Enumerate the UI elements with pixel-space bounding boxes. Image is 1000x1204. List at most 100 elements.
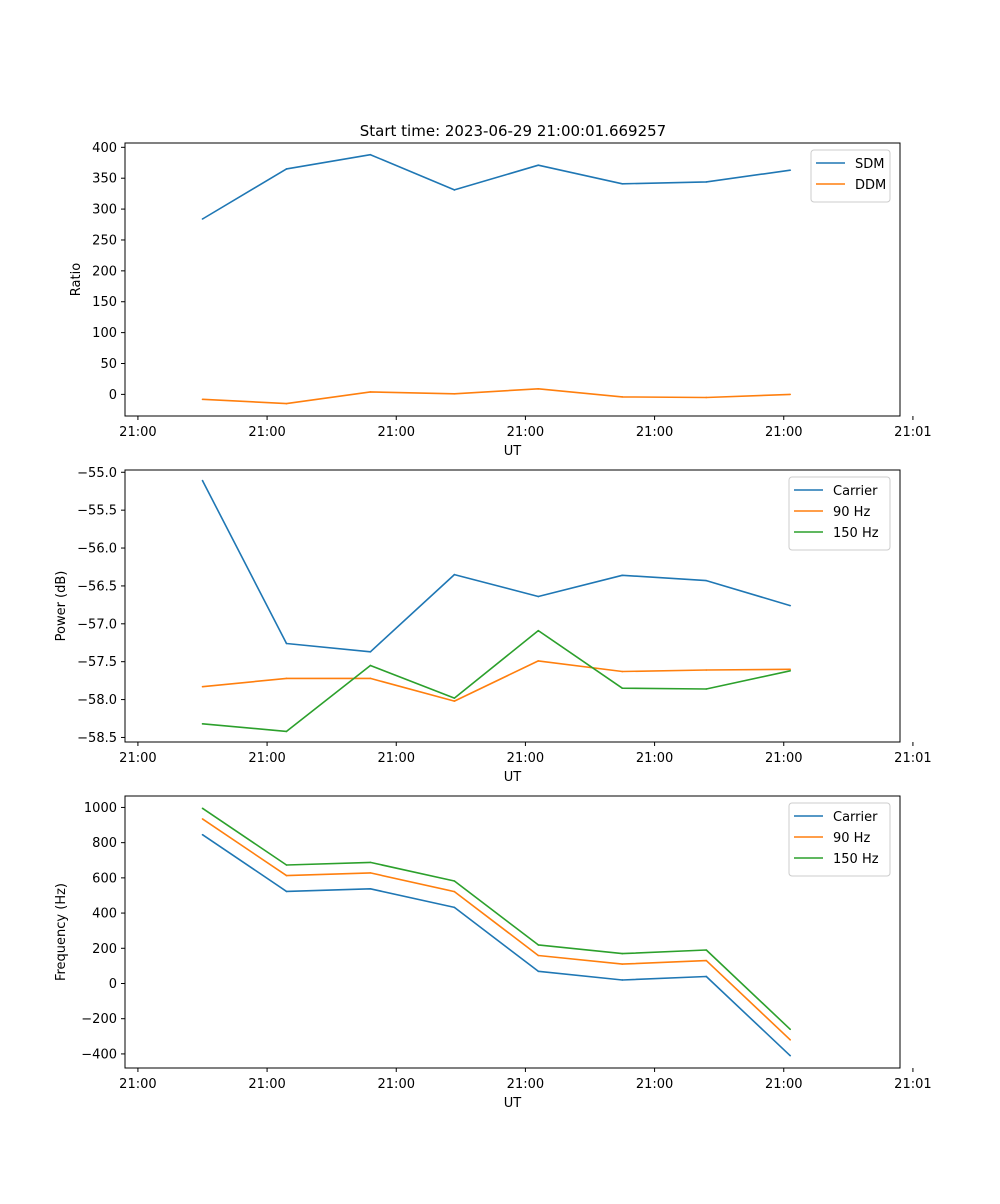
series-line-90-hz [202, 818, 791, 1041]
data-point-150-hz [789, 669, 792, 672]
x-tick-label: 21:01 [894, 425, 931, 440]
axes-frame [124, 142, 901, 417]
legend-label-sdm: SDM [855, 157, 884, 172]
data-point-carrier [621, 979, 624, 981]
figure-title: Start time: 2023-06-29 21:00:01.669257 [360, 122, 666, 140]
y-tick-label: 100 [92, 326, 117, 341]
data-point-90-hz [285, 677, 288, 680]
x-tick-label: 21:00 [248, 425, 285, 440]
panel-1: 21:00 21:00 21:00 21:00 21:00 21:00 21:01 0 50 10… [69, 141, 932, 459]
y-tick-label: 600 [92, 871, 117, 886]
data-point-150-hz [705, 949, 708, 951]
x-tick-label: 21:00 [636, 425, 673, 440]
data-point-90-hz [369, 872, 372, 874]
data-point-90-hz [705, 669, 708, 671]
y-tick-label: −57.0 [77, 617, 117, 632]
x-tick-label: 21:00 [378, 425, 415, 440]
data-point-sdm [621, 182, 624, 185]
legend: Carrier 90 Hz 150 Hz [788, 802, 891, 877]
data-point-150-hz [285, 730, 288, 733]
data-point-150-hz [621, 952, 624, 955]
x-tick-label: 21:00 [765, 1077, 802, 1092]
data-point-150-hz [789, 1028, 792, 1031]
data-point-90-hz [201, 818, 204, 820]
y-tick-label: −400 [81, 1047, 117, 1062]
data-point-ddm [285, 402, 288, 405]
data-point-90-hz [537, 954, 540, 957]
y-tick-label: −57.5 [77, 655, 117, 670]
series-line-sdm [202, 153, 791, 220]
data-point-150-hz [453, 697, 456, 699]
x-tick-label: 21:00 [507, 751, 544, 766]
y-tick-label: 400 [92, 141, 117, 156]
x-tick-label: 21:00 [119, 425, 156, 440]
data-point-carrier [789, 1054, 792, 1057]
data-point-carrier [201, 833, 204, 836]
y-tick-label: 300 [92, 203, 117, 218]
legend-label-ddm: DDM [855, 178, 886, 193]
legend: SDM DDM [810, 149, 891, 203]
y-tick-label: −58.0 [77, 693, 117, 708]
data-point-150-hz [705, 688, 708, 690]
legend: Carrier 90 Hz 150 Hz [788, 476, 891, 551]
series-line-carrier [201, 480, 791, 653]
series-line-carrier [202, 834, 791, 1057]
y-axis-label: Ratio [69, 263, 84, 296]
data-point-90-hz [453, 700, 456, 702]
series-line-90-hz [202, 660, 791, 702]
data-point-carrier [537, 970, 540, 973]
data-point-150-hz [453, 880, 456, 882]
series-line-150-hz [202, 807, 791, 1030]
panel-2: 21:00 21:00 21:00 21:00 21:00 21:00 21:01 −55.0… [54, 466, 932, 785]
series-line-ddm [202, 387, 791, 405]
data-point-carrier [537, 595, 540, 598]
data-point-carrier [369, 887, 372, 890]
data-point-90-hz [537, 660, 540, 662]
x-tick-label: 21:01 [894, 751, 931, 766]
legend-label-150-hz: 150 Hz [833, 852, 879, 867]
data-point-90-hz [201, 685, 204, 688]
data-point-carrier [621, 574, 624, 577]
data-point-carrier [705, 579, 708, 582]
legend-label-carrier: Carrier [833, 484, 878, 499]
x-axis-label: UT [504, 1096, 522, 1111]
panel-3: 21:00 21:00 21:00 21:00 21:00 21:00 21:01 −400 −… [54, 795, 932, 1111]
data-point-sdm [705, 181, 708, 183]
data-point-carrier [453, 573, 456, 576]
data-point-ddm [789, 393, 792, 396]
x-tick-label: 21:00 [765, 751, 802, 766]
data-point-150-hz [201, 723, 204, 725]
data-point-sdm [285, 168, 288, 170]
legend-label-carrier: Carrier [833, 810, 878, 825]
data-point-carrier [705, 975, 708, 978]
series-line-150-hz [202, 629, 791, 733]
data-point-90-hz [705, 959, 708, 962]
data-point-ddm [369, 391, 372, 393]
data-point-150-hz [537, 629, 540, 632]
x-tick-label: 21:00 [636, 751, 673, 766]
legend-label-90-hz: 90 Hz [833, 505, 870, 520]
y-tick-label: −56.5 [77, 579, 117, 594]
y-tick-label: −56.0 [77, 542, 117, 557]
x-tick-label: 21:00 [378, 1077, 415, 1092]
y-tick-label: −55.0 [77, 466, 117, 481]
data-point-150-hz [537, 944, 540, 946]
y-tick-label: 200 [92, 942, 117, 957]
data-point-90-hz [285, 874, 288, 877]
data-point-sdm [369, 153, 372, 156]
data-point-150-hz [369, 664, 372, 667]
data-point-ddm [537, 388, 540, 390]
data-point-90-hz [789, 1039, 792, 1041]
data-point-ddm [201, 398, 204, 401]
y-axis-label: Power (dB) [54, 571, 69, 642]
legend-label-150-hz: 150 Hz [833, 526, 879, 541]
data-point-90-hz [621, 963, 624, 965]
x-tick-label: 21:00 [765, 425, 802, 440]
data-point-ddm [453, 392, 456, 395]
x-tick-label: 21:00 [119, 751, 156, 766]
x-tick-label: 21:00 [507, 1077, 544, 1092]
x-tick-label: 21:00 [248, 751, 285, 766]
data-point-carrier [453, 906, 456, 909]
